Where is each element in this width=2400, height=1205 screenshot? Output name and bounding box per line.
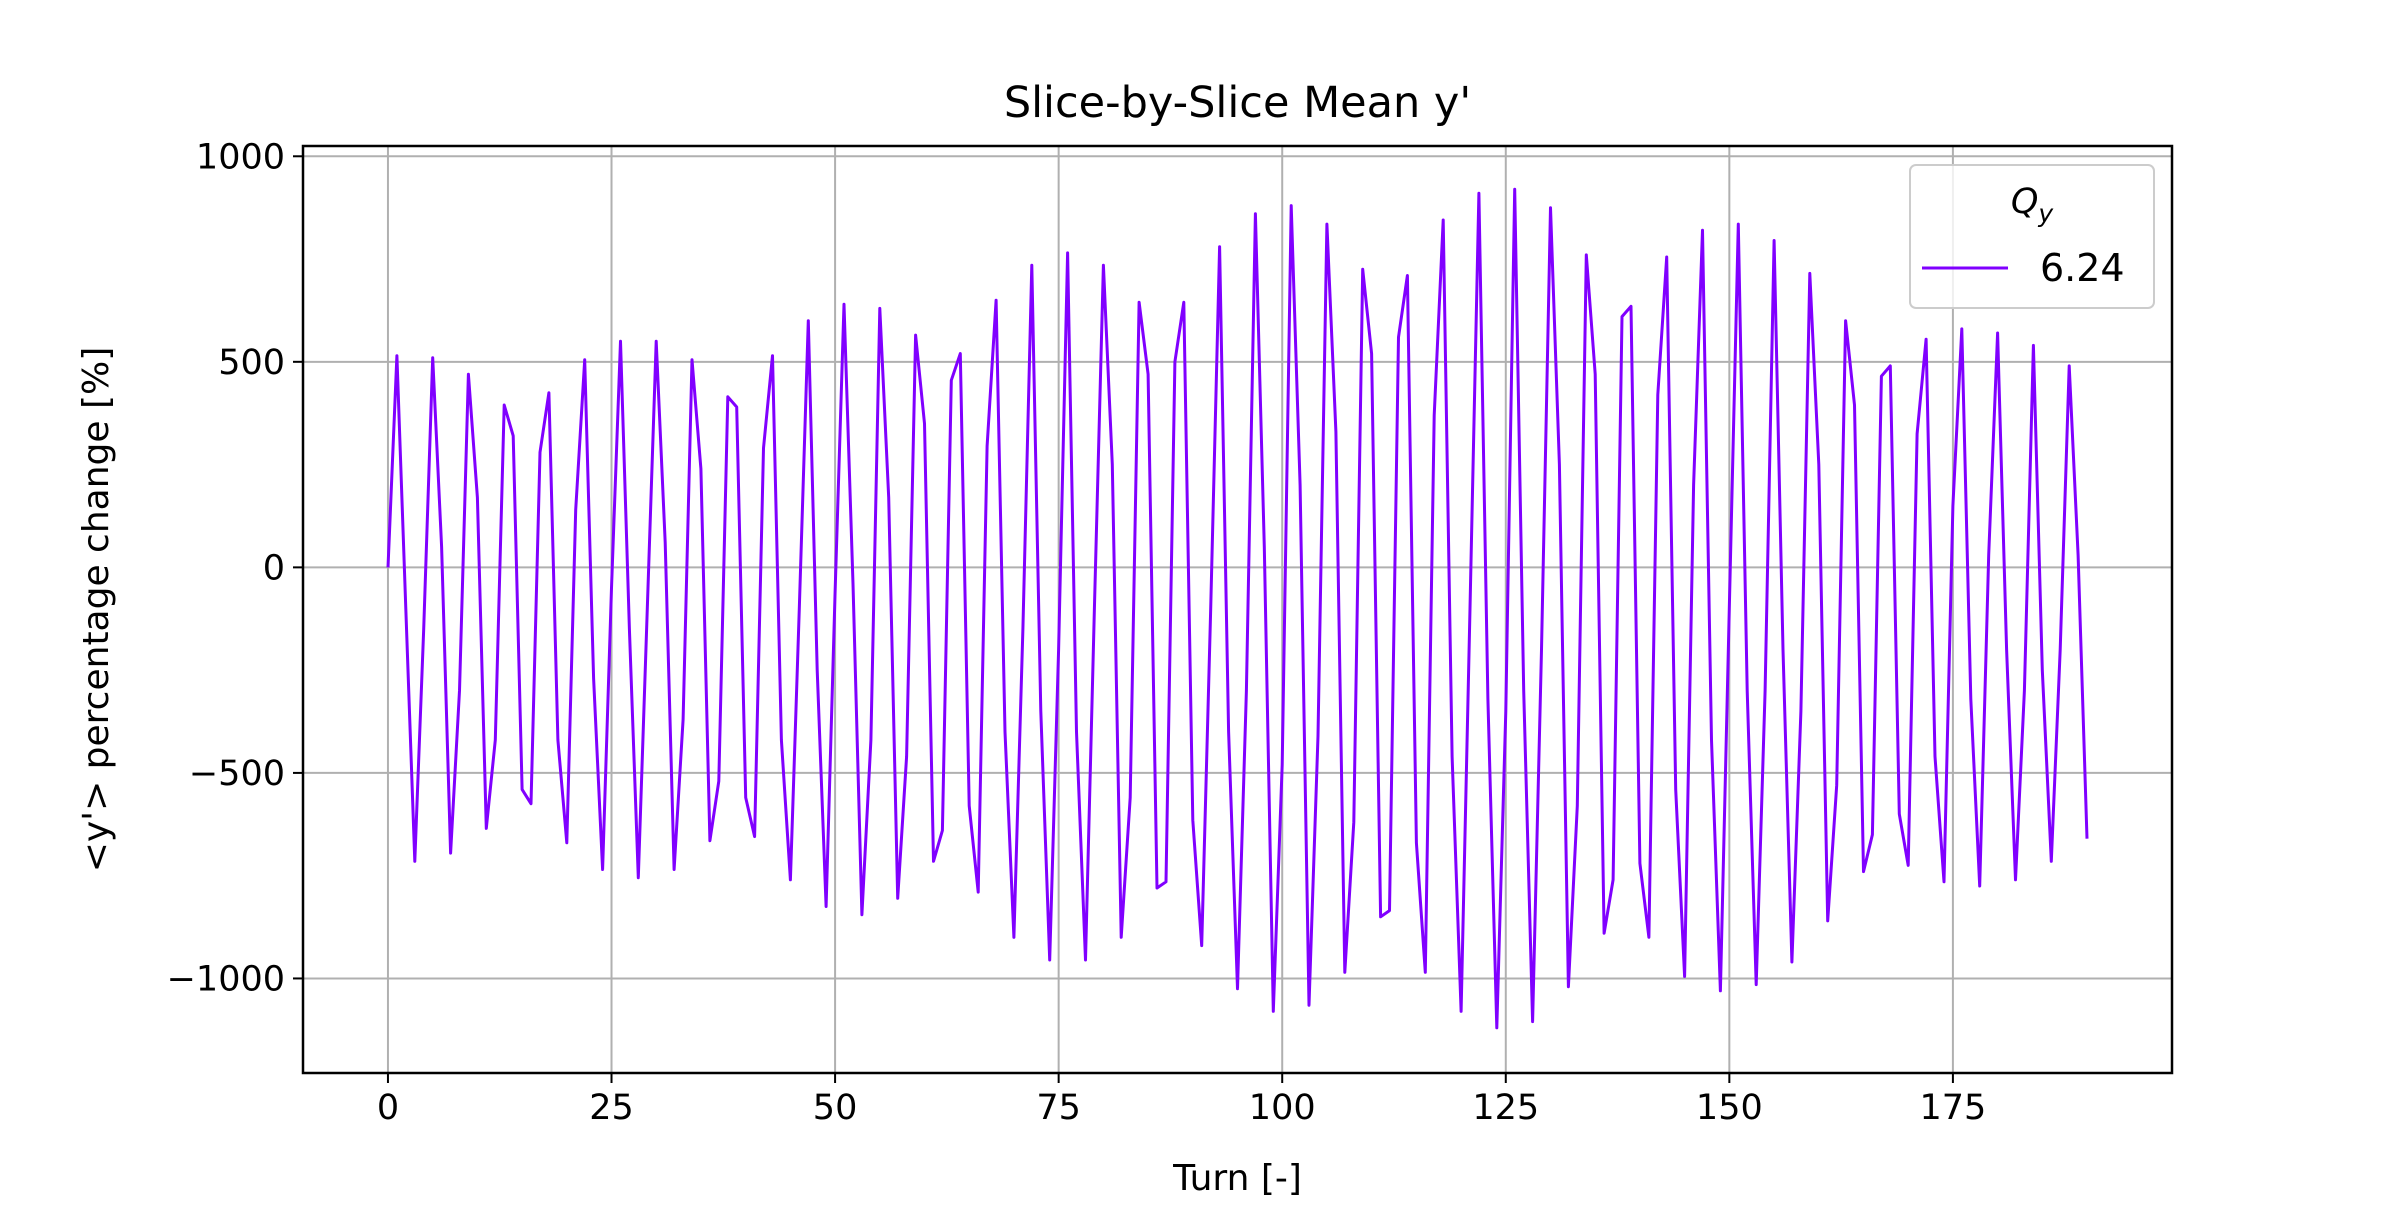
x-tick-label: 50 xyxy=(813,1088,858,1128)
x-tick-label: 0 xyxy=(377,1088,399,1128)
x-axis-label: Turn [-] xyxy=(1172,1158,1302,1199)
legend: Qy 6.24 xyxy=(1909,164,2155,309)
y-tick-label: 1000 xyxy=(196,137,285,177)
series-line xyxy=(386,187,2089,1030)
legend-title-subscript: y xyxy=(2037,199,2054,228)
x-tick-label: 150 xyxy=(1696,1088,1763,1128)
y-tick-label: 0 xyxy=(263,548,285,588)
plot-frame xyxy=(301,144,2174,1075)
legend-title-main: Q xyxy=(2011,182,2039,222)
x-tick-label: 125 xyxy=(1472,1088,1539,1128)
legend-title: Qy xyxy=(2011,182,2055,228)
y-tick-label: −1000 xyxy=(167,959,285,999)
chart-title: Slice-by-Slice Mean y' xyxy=(1004,78,1471,128)
ticks: 0 25 50 75 100 125 150 175 −1000 −500 0 500 1000 xyxy=(167,137,1987,1128)
series-layer xyxy=(386,187,2089,1030)
y-tick-label: 500 xyxy=(218,343,285,383)
y-tick-label: −500 xyxy=(189,754,285,794)
x-tick-label: 75 xyxy=(1036,1088,1081,1128)
x-tick-label: 175 xyxy=(1920,1088,1987,1128)
y-axis-label: <y'> percentage change [%] xyxy=(76,347,117,873)
legend-entry-label: 6.24 xyxy=(2040,246,2125,290)
x-tick-label: 100 xyxy=(1249,1088,1316,1128)
legend-box xyxy=(1909,164,2155,309)
x-tick-label: 25 xyxy=(589,1088,634,1128)
